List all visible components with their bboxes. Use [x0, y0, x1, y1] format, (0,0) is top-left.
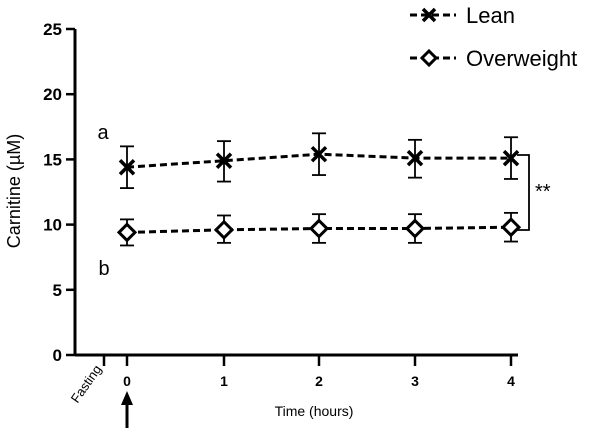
y-tick-label: 0	[53, 346, 62, 365]
overweight-letter: b	[98, 258, 109, 280]
legend-item-overweight: Overweight	[410, 46, 577, 71]
y-tick-label: 20	[43, 85, 62, 104]
x-tick-label: 0	[123, 373, 131, 389]
data-point	[116, 222, 138, 243]
legend-label: Lean	[466, 3, 515, 28]
data-point	[404, 218, 426, 239]
y-tick-label: 15	[43, 150, 62, 169]
data-point	[215, 152, 233, 169]
legend-label: Overweight	[466, 46, 577, 71]
x-tick-label: 1	[220, 373, 228, 389]
axes	[73, 29, 518, 357]
meal-arrow-head	[121, 391, 133, 405]
series-overweight	[116, 211, 522, 247]
data-point	[213, 219, 235, 240]
lean-letter: a	[97, 122, 109, 144]
x-tick-label: Fasting	[68, 362, 105, 406]
y-tick-label: 10	[43, 216, 62, 235]
y-axis-label: Carnitine (µM)	[4, 134, 24, 248]
marker-stroke	[118, 158, 136, 176]
data-point	[118, 158, 136, 176]
x-tick-label: 4	[507, 373, 515, 389]
significance-bracket	[517, 154, 530, 231]
legend-marker	[421, 7, 437, 23]
data-point	[310, 145, 328, 163]
legend: Lean Overweight	[410, 3, 577, 71]
legend-marker	[419, 48, 439, 68]
y-tick-label: 5	[53, 281, 62, 300]
y-tick-label: 25	[43, 20, 62, 39]
significance-label: **	[535, 181, 551, 203]
annotations: a b **	[97, 122, 550, 280]
marker-stroke	[406, 149, 424, 167]
legend-item-lean: Lean	[410, 3, 515, 28]
marker-stroke	[215, 152, 233, 169]
data-point	[502, 149, 520, 167]
x-tick-label: 2	[315, 373, 323, 389]
y-axis-ticks: 0 5 10 15 20 25	[43, 20, 75, 365]
marker-stroke	[502, 149, 520, 167]
data-point	[308, 218, 330, 239]
marker-stroke	[421, 7, 437, 23]
series-layer	[116, 132, 522, 247]
data-point	[500, 217, 522, 238]
x-tick-label: 3	[411, 373, 419, 389]
x-axis-label: Time (hours)	[275, 403, 354, 419]
data-point	[406, 149, 424, 167]
marker-stroke	[310, 145, 328, 163]
series-lean	[118, 132, 520, 189]
